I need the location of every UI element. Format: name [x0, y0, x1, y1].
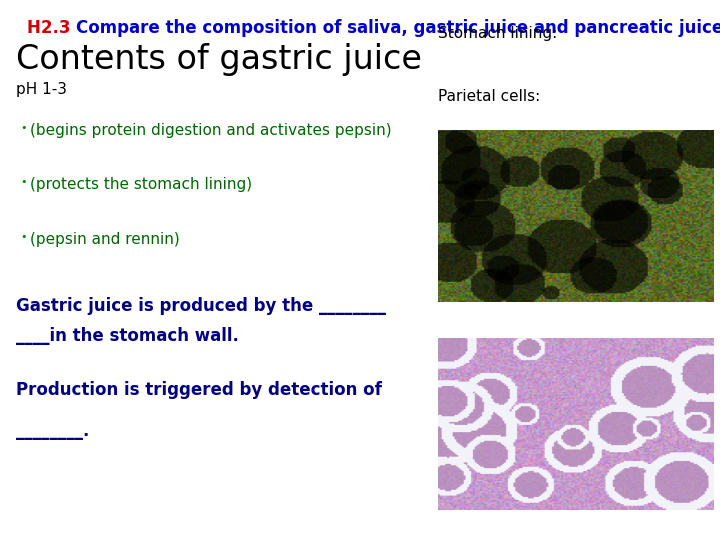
Text: pH 1-3: pH 1-3	[16, 82, 67, 97]
Text: Production is triggered by detection of: Production is triggered by detection of	[16, 381, 382, 399]
Text: (pepsin and rennin): (pepsin and rennin)	[30, 232, 180, 247]
Text: •: •	[20, 232, 27, 242]
Text: Gastric juice is produced by the ________: Gastric juice is produced by the _______…	[16, 297, 386, 315]
Text: _http://en.wikipedia.org/wiki/Image:Parietal_cells.JPG: _http://en.wikipedia.org/wiki/Image:Pari…	[441, 500, 645, 509]
Text: http://www.eytonsearth.org/stomach-lining.jpg: http://www.eytonsearth.org/stomach-linin…	[445, 291, 624, 300]
Text: H2.3: H2.3	[27, 19, 76, 37]
Text: (begins protein digestion and activates pepsin): (begins protein digestion and activates …	[30, 123, 392, 138]
Text: ________.: ________.	[16, 422, 89, 440]
Text: Stomach lining:: Stomach lining:	[438, 26, 557, 41]
Text: Contents of gastric juice: Contents of gastric juice	[16, 43, 422, 76]
Text: Parietal cells:: Parietal cells:	[438, 89, 540, 104]
Text: ____in the stomach wall.: ____in the stomach wall.	[16, 327, 239, 345]
Text: (protects the stomach lining): (protects the stomach lining)	[30, 177, 253, 192]
Text: •: •	[20, 177, 27, 187]
Text: Compare the composition of saliva, gastric juice and pancreatic juice.: Compare the composition of saliva, gastr…	[76, 19, 720, 37]
Text: •: •	[20, 123, 27, 133]
